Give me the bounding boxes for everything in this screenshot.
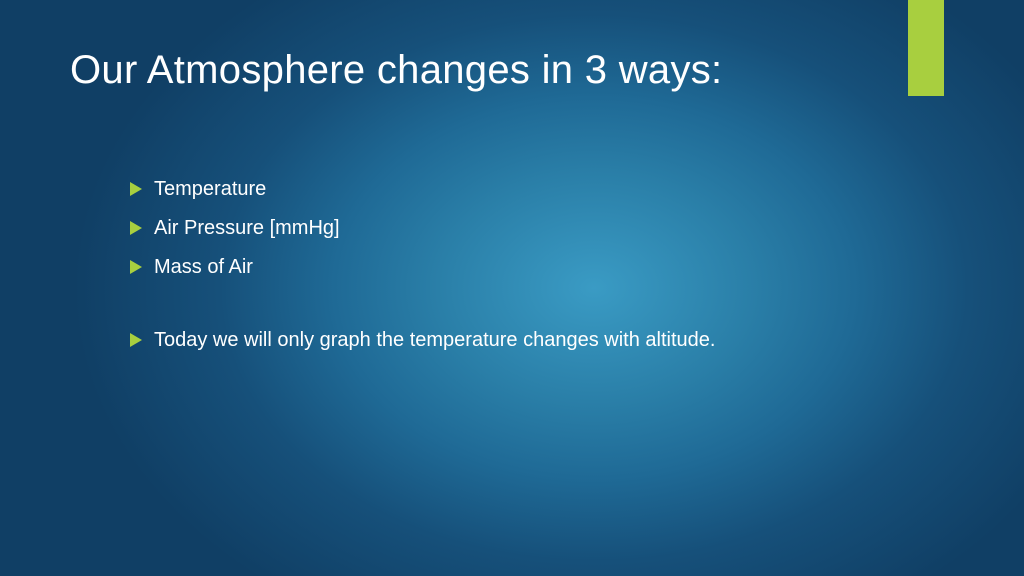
- bullet-text: Temperature: [154, 176, 850, 203]
- accent-bar: [908, 0, 944, 96]
- bullet-item: Today we will only graph the temperature…: [130, 327, 850, 354]
- bullet-item: Temperature: [130, 176, 850, 203]
- triangle-bullet-icon: [130, 333, 142, 347]
- slide: Our Atmosphere changes in 3 ways: Temper…: [0, 0, 1024, 576]
- slide-body: Temperature Air Pressure [mmHg] Mass of Ai…: [130, 176, 850, 366]
- bullet-text: Today we will only graph the temperature…: [154, 327, 850, 354]
- bullet-text: Air Pressure [mmHg]: [154, 215, 850, 242]
- bullet-item: Mass of Air: [130, 254, 850, 281]
- bullet-text: Mass of Air: [154, 254, 850, 281]
- bullet-item: Air Pressure [mmHg]: [130, 215, 850, 242]
- triangle-bullet-icon: [130, 182, 142, 196]
- slide-title: Our Atmosphere changes in 3 ways:: [70, 46, 790, 95]
- triangle-bullet-icon: [130, 221, 142, 235]
- triangle-bullet-icon: [130, 260, 142, 274]
